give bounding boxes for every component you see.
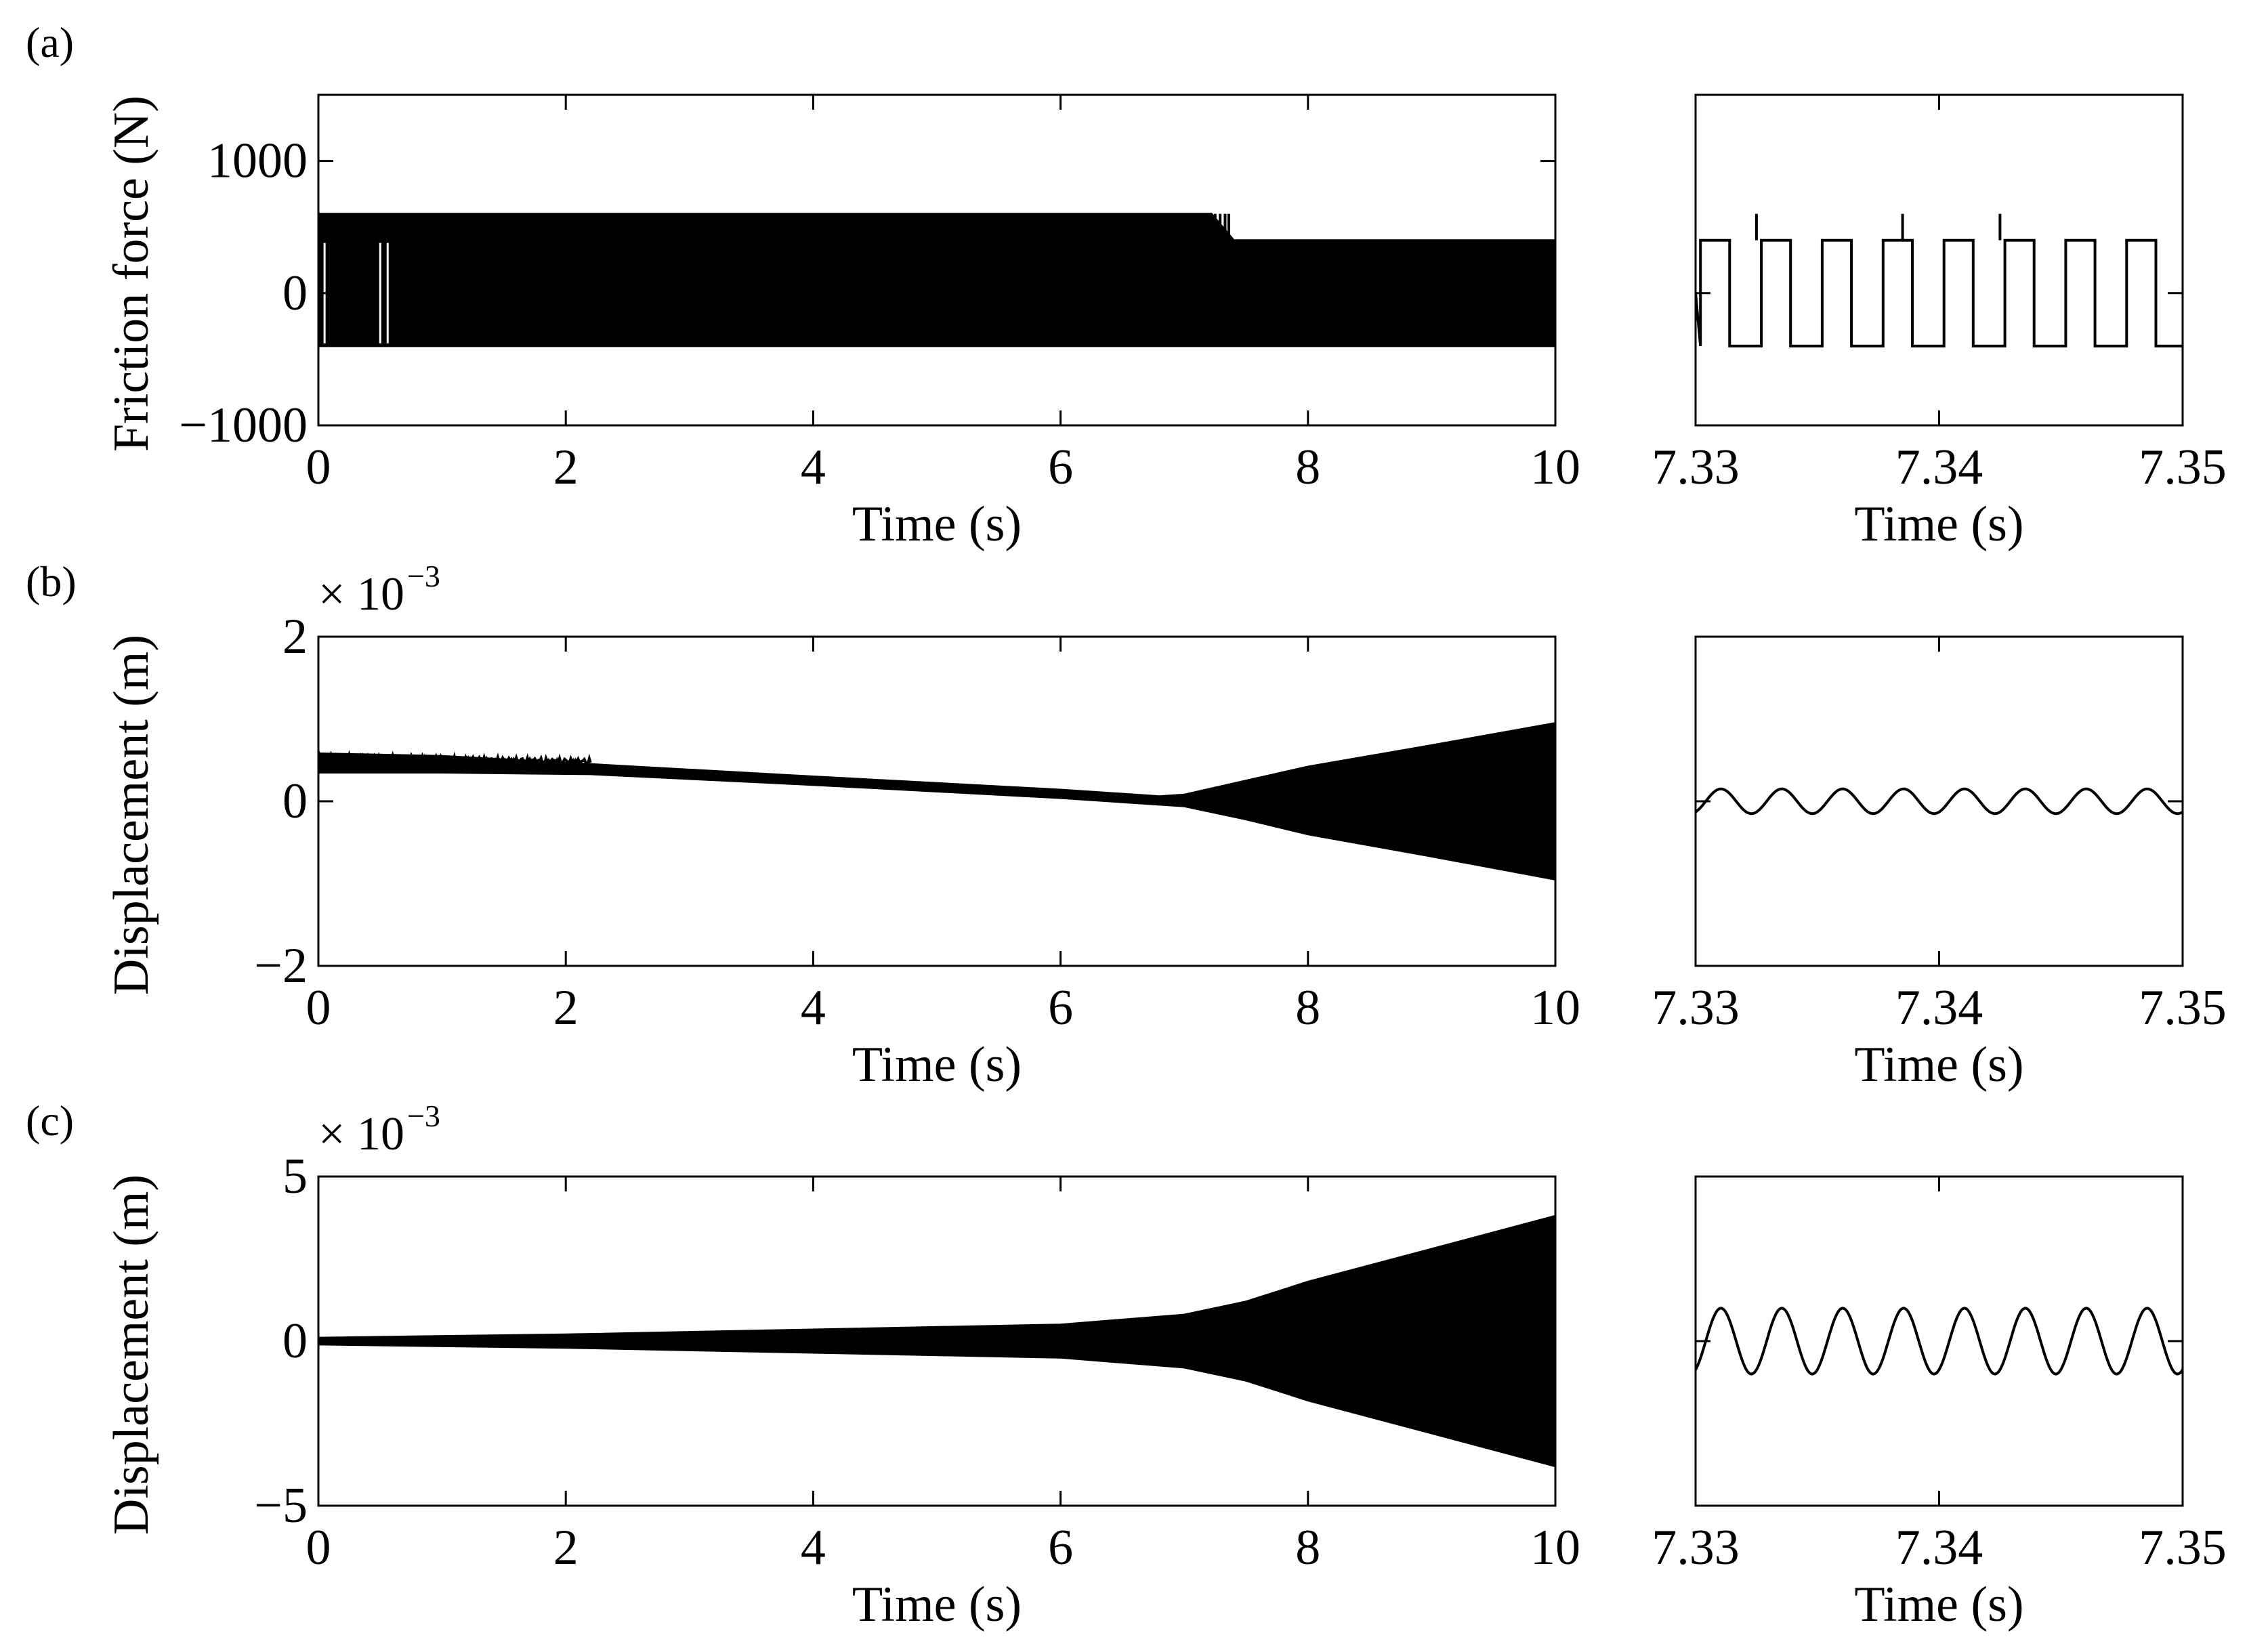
x-tick-label: 6 xyxy=(1048,1520,1073,1575)
x-tick-label: 2 xyxy=(553,1520,579,1575)
x-tick-label: 10 xyxy=(1530,440,1580,495)
x-axis-label: Time (s) xyxy=(1854,496,2023,552)
axes-frame xyxy=(1694,635,2184,967)
x-tick-label: 0 xyxy=(306,980,331,1036)
plot-area xyxy=(1696,213,2183,347)
plot-area xyxy=(318,1214,1555,1468)
x-tick-label: 0 xyxy=(306,1520,331,1575)
axis-scale-label: × 10−3 xyxy=(318,1099,440,1160)
x-axis-label: Time (s) xyxy=(852,1577,1022,1632)
x-axis-label: Time (s) xyxy=(852,1037,1022,1093)
series-square-wave xyxy=(1696,238,2183,347)
axes-frame xyxy=(1694,93,2184,427)
chart-a_zoom: 7.33 7.34 7.35 Time (s) xyxy=(1652,93,2227,552)
series-envelope xyxy=(318,722,1555,881)
x-tick-label: 7.33 xyxy=(1652,440,1740,495)
x-tick-label: 8 xyxy=(1295,1520,1320,1575)
axis-scale-base: × 10 xyxy=(318,1108,404,1160)
x-tick-label: 7.34 xyxy=(1895,1520,1983,1575)
chart-b_zoom: 7.33 7.34 7.35 Time (s) xyxy=(1652,635,2227,1093)
x-tick-label: 7.33 xyxy=(1652,1520,1740,1575)
plot-area xyxy=(318,722,1555,881)
chart-c_zoom: 7.33 7.34 7.35 Time (s) xyxy=(1652,1175,2227,1632)
axis-scale-exponent: −3 xyxy=(407,559,440,593)
y-axis-label: Displacement (m) xyxy=(104,1174,159,1535)
x-tick-label: 6 xyxy=(1048,980,1073,1036)
y-tick-label: 0 xyxy=(282,1313,308,1369)
axis-scale-exponent: −3 xyxy=(407,1099,440,1133)
y-tick-label: 0 xyxy=(282,774,308,829)
panel-label: (a) xyxy=(26,18,74,66)
x-tick-label: 2 xyxy=(553,440,579,495)
series-noise-line xyxy=(318,750,592,767)
y-tick-label: 1000 xyxy=(207,133,308,189)
x-tick-label: 7.33 xyxy=(1652,980,1740,1036)
axes-frame xyxy=(317,93,1557,427)
x-tick-label: 7.34 xyxy=(1895,980,1983,1036)
axis-scale-base: × 10 xyxy=(318,568,404,620)
axis-scale-label: × 10−3 xyxy=(318,559,440,620)
y-tick-label: 2 xyxy=(282,609,308,664)
x-tick-label: 4 xyxy=(801,1520,826,1575)
panel-label: (c) xyxy=(26,1097,74,1145)
plot-area xyxy=(318,213,1555,347)
x-tick-label: 8 xyxy=(1295,980,1320,1036)
series-envelope xyxy=(318,213,1555,347)
y-axis-label: Friction force (N) xyxy=(104,96,159,452)
x-axis-label: Time (s) xyxy=(1854,1577,2023,1632)
y-tick-label: −5 xyxy=(254,1478,308,1533)
x-axis-label: Time (s) xyxy=(1854,1037,2023,1093)
x-tick-label: 7.34 xyxy=(1895,440,1983,495)
y-axis-label: Displacement (m) xyxy=(104,635,159,995)
x-tick-label: 7.35 xyxy=(2139,440,2227,495)
x-tick-label: 7.35 xyxy=(2139,1520,2227,1575)
plot-area xyxy=(1696,1307,2183,1376)
panel-label: (b) xyxy=(26,557,77,606)
y-tick-label: −2 xyxy=(254,938,308,994)
x-tick-label: 4 xyxy=(801,440,826,495)
axes-frame xyxy=(1694,1175,2184,1507)
plot-area xyxy=(1696,787,2183,816)
x-axis-label: Time (s) xyxy=(852,496,1022,552)
y-tick-label: 5 xyxy=(282,1149,308,1204)
x-tick-label: 6 xyxy=(1048,440,1073,495)
x-tick-label: 10 xyxy=(1530,1520,1580,1575)
series-envelope xyxy=(318,1214,1555,1468)
series-sine-wave xyxy=(1696,1307,2183,1376)
x-tick-label: 10 xyxy=(1530,980,1580,1036)
x-tick-label: 2 xyxy=(553,980,579,1036)
y-tick-label: 0 xyxy=(282,266,308,321)
series-sine-wave xyxy=(1696,787,2183,816)
x-tick-label: 4 xyxy=(801,980,826,1036)
x-tick-label: 0 xyxy=(306,440,331,495)
x-tick-label: 8 xyxy=(1295,440,1320,495)
x-tick-label: 7.35 xyxy=(2139,980,2227,1036)
y-tick-label: −1000 xyxy=(179,398,308,453)
